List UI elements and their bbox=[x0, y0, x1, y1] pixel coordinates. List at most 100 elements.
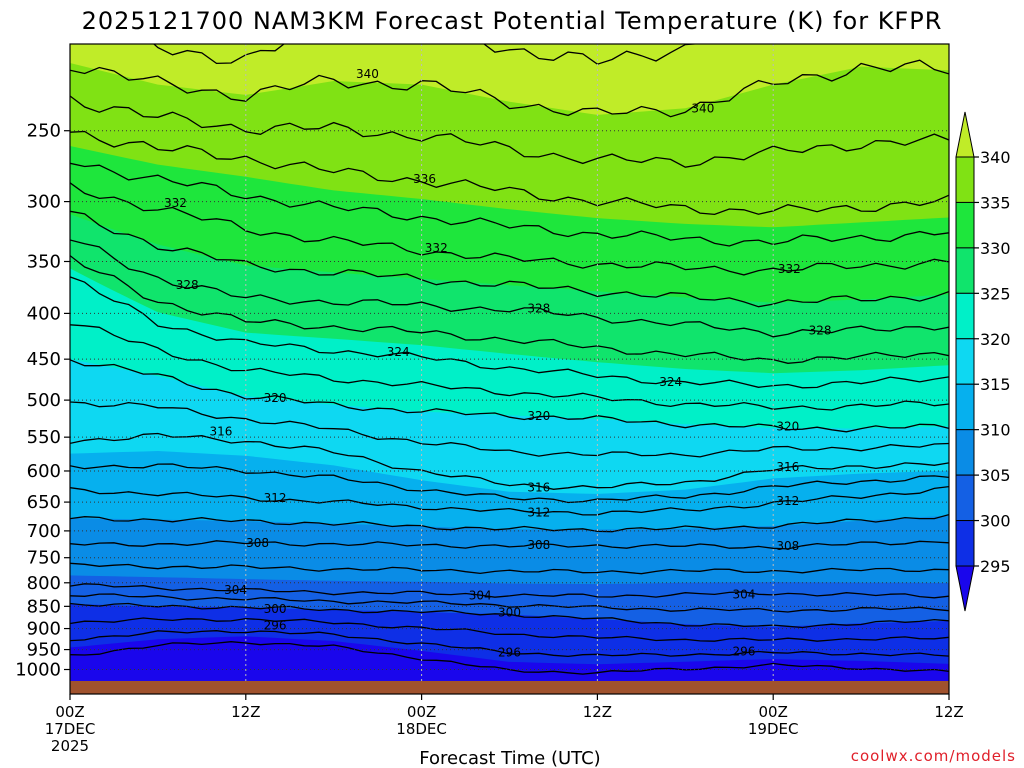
isotherm-340 bbox=[70, 59, 949, 118]
ytick-label-250: 250 bbox=[27, 121, 61, 142]
xtick-label-0-1: 00Z bbox=[55, 703, 84, 721]
ytick-label-1000: 1000 bbox=[15, 660, 61, 681]
ytick-label-400: 400 bbox=[27, 303, 61, 324]
contour-label-27: 300 bbox=[498, 606, 521, 620]
ytick-label-600: 600 bbox=[27, 461, 61, 482]
time-gridlines bbox=[245, 44, 774, 681]
contour-label-6: 328 bbox=[176, 278, 199, 292]
contour-label-25: 304 bbox=[732, 587, 755, 601]
ytick-label-550: 550 bbox=[27, 427, 61, 448]
colorbar-label-300: 300 bbox=[980, 512, 1011, 531]
contour-label-12: 320 bbox=[527, 409, 550, 423]
colorbar-box-3 bbox=[955, 292, 975, 340]
colorbar-box-6 bbox=[955, 429, 975, 476]
isotherm-lines bbox=[70, 44, 949, 675]
isotherm-326 bbox=[70, 255, 949, 364]
plot-area: 340 340 336 332 332 332 328 328 328 324 324 320 320 3… bbox=[69, 43, 950, 695]
isotherm-308 bbox=[70, 540, 949, 550]
isotherm-324 bbox=[70, 276, 949, 389]
contour-label-16: 316 bbox=[776, 460, 799, 474]
contour-label-1: 340 bbox=[691, 101, 714, 115]
ytick-label-750: 750 bbox=[27, 548, 61, 569]
colorbar-label-295: 295 bbox=[980, 557, 1011, 576]
contour-label-21: 308 bbox=[527, 538, 550, 552]
contour-label-9: 324 bbox=[387, 345, 410, 359]
xtick-label-2-2: 18DEC bbox=[396, 720, 447, 738]
isotherm-306 bbox=[70, 562, 949, 575]
contour-labels: 340 340 336 332 332 332 328 328 328 324 324 320 320 3… bbox=[164, 67, 832, 660]
contour-label-7: 328 bbox=[527, 302, 550, 316]
colorbar-box-2 bbox=[955, 247, 975, 294]
colorbar-bottom-arrow bbox=[955, 565, 975, 612]
colorbar-label-320: 320 bbox=[980, 330, 1011, 349]
contour-label-24: 304 bbox=[469, 589, 492, 603]
colorbar: 340 335 330 325 320 315 310 305 300 295 bbox=[955, 111, 1011, 612]
colorbar-label-305: 305 bbox=[980, 466, 1011, 485]
isotherm-320 bbox=[70, 359, 949, 433]
contour-label-2: 336 bbox=[413, 172, 436, 186]
xtick-label-4-1: 00Z bbox=[759, 703, 788, 721]
colorbar-box-0 bbox=[955, 156, 975, 203]
xtick-label-0-2: 17DEC bbox=[45, 720, 96, 738]
contour-label-20: 308 bbox=[246, 536, 269, 550]
isotherm-318 bbox=[70, 401, 949, 458]
ytick-label-300: 300 bbox=[27, 192, 61, 213]
isotherm-298 bbox=[70, 617, 949, 642]
contour-label-11: 320 bbox=[264, 391, 287, 405]
isotherm-328 bbox=[70, 239, 949, 338]
colorbar-label-315: 315 bbox=[980, 375, 1011, 394]
isotherm-310 bbox=[70, 513, 949, 533]
ytick-label-350: 350 bbox=[27, 251, 61, 272]
colorbar-label-330: 330 bbox=[980, 239, 1011, 258]
xtick-label-4-2: 19DEC bbox=[748, 720, 799, 738]
contour-label-17: 312 bbox=[264, 491, 287, 505]
isotherm-336 bbox=[70, 130, 949, 216]
contour-label-4: 332 bbox=[425, 241, 448, 255]
ytick-label-900: 900 bbox=[27, 619, 61, 640]
contour-label-13: 320 bbox=[776, 419, 799, 433]
contour-label-23: 304 bbox=[224, 583, 247, 597]
isotherm-302 bbox=[70, 593, 949, 613]
terrain-bar bbox=[70, 681, 949, 694]
contour-label-19: 312 bbox=[776, 494, 799, 508]
ytick-label-500: 500 bbox=[27, 390, 61, 411]
ytick-label-700: 700 bbox=[27, 521, 61, 542]
contour-label-3: 332 bbox=[164, 196, 187, 210]
colorbar-box-8 bbox=[955, 520, 975, 567]
contour-label-15: 316 bbox=[527, 480, 550, 494]
ytick-label-950: 950 bbox=[27, 640, 61, 661]
contour-label-0: 340 bbox=[356, 67, 379, 81]
isotherm-332 bbox=[70, 182, 949, 276]
contour-label-8: 328 bbox=[809, 324, 832, 338]
colorbar-label-325: 325 bbox=[980, 284, 1011, 303]
colorbar-box-5 bbox=[955, 383, 975, 431]
xtick-label-2-1: 00Z bbox=[407, 703, 436, 721]
isotherm-342 bbox=[152, 44, 701, 65]
pressure-axis: 2503003504004505005506006507007508008509… bbox=[15, 121, 70, 681]
colorbar-top-arrow bbox=[955, 111, 975, 158]
contour-label-22: 308 bbox=[776, 539, 799, 553]
isotherm-314 bbox=[70, 463, 949, 504]
isotherm-312 bbox=[70, 485, 949, 516]
colorbar-box-7 bbox=[955, 474, 975, 522]
colorbar-box-4 bbox=[955, 338, 975, 385]
contour-label-5: 332 bbox=[778, 262, 801, 276]
ytick-label-650: 650 bbox=[27, 492, 61, 513]
colorbar-box-1 bbox=[955, 201, 975, 249]
xtick-label-1-1: 12Z bbox=[231, 703, 260, 721]
colorbar-label-335: 335 bbox=[980, 193, 1011, 212]
credit-text: coolwx.com/models bbox=[851, 747, 1016, 765]
xtick-label-0-3: 2025 bbox=[51, 737, 89, 755]
contour-label-26: 300 bbox=[264, 602, 287, 616]
contour-label-30: 296 bbox=[732, 645, 755, 659]
ytick-label-850: 850 bbox=[27, 596, 61, 617]
xtick-label-3-1: 12Z bbox=[583, 703, 612, 721]
x-axis-title: Forecast Time (UTC) bbox=[419, 748, 600, 768]
isotherm-304 bbox=[70, 583, 949, 599]
isotherm-316 bbox=[70, 432, 949, 490]
isotherm-338 bbox=[70, 95, 949, 168]
ytick-label-800: 800 bbox=[27, 573, 61, 594]
contour-label-10: 324 bbox=[659, 375, 682, 389]
contour-label-29: 296 bbox=[498, 645, 521, 659]
